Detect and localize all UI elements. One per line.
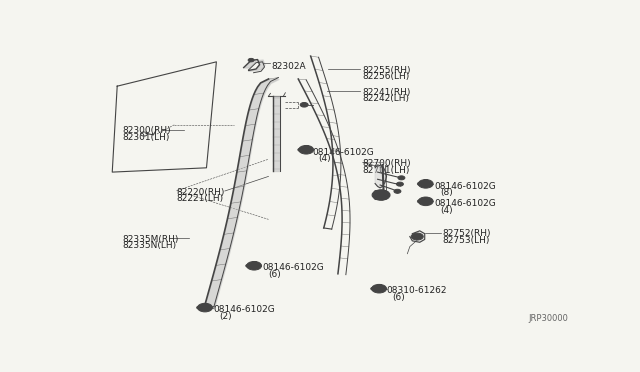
Text: (2): (2) xyxy=(219,312,232,321)
Circle shape xyxy=(398,176,405,180)
Text: 08310-61262: 08310-61262 xyxy=(387,286,447,295)
Text: 82221(LH): 82221(LH) xyxy=(177,194,224,203)
Circle shape xyxy=(394,189,401,193)
Circle shape xyxy=(248,58,254,62)
Text: 82302A: 82302A xyxy=(271,62,305,71)
Text: (8): (8) xyxy=(440,188,453,197)
Circle shape xyxy=(419,180,433,188)
Text: (6): (6) xyxy=(269,270,281,279)
Circle shape xyxy=(198,303,212,312)
Text: JRP30000: JRP30000 xyxy=(529,314,568,323)
Circle shape xyxy=(414,235,420,238)
Text: 08146-6102G: 08146-6102G xyxy=(434,199,496,208)
Polygon shape xyxy=(375,190,388,200)
Circle shape xyxy=(246,264,252,267)
Polygon shape xyxy=(375,165,387,188)
Text: 82300(RH): 82300(RH) xyxy=(122,126,171,135)
Text: 82256(LH): 82256(LH) xyxy=(363,73,410,81)
Circle shape xyxy=(371,287,376,291)
Circle shape xyxy=(419,197,433,206)
Circle shape xyxy=(376,192,386,198)
Text: (4): (4) xyxy=(440,206,452,215)
Polygon shape xyxy=(410,231,425,242)
Circle shape xyxy=(372,190,390,200)
Circle shape xyxy=(396,182,403,186)
Circle shape xyxy=(372,284,387,293)
Text: 82701(LH): 82701(LH) xyxy=(363,166,410,174)
Text: B: B xyxy=(422,179,429,188)
Circle shape xyxy=(417,182,423,186)
Text: 08146-6102G: 08146-6102G xyxy=(434,182,496,191)
Text: 08146-6102G: 08146-6102G xyxy=(312,148,374,157)
Text: S: S xyxy=(376,284,382,293)
Text: 82301(LH): 82301(LH) xyxy=(122,132,170,142)
Text: B: B xyxy=(251,261,257,270)
Circle shape xyxy=(300,103,308,107)
Circle shape xyxy=(412,233,423,240)
Circle shape xyxy=(417,200,423,203)
Text: B: B xyxy=(422,197,429,206)
Circle shape xyxy=(196,306,202,309)
Text: (4): (4) xyxy=(318,154,331,163)
Text: 08146-6102G: 08146-6102G xyxy=(213,305,275,314)
Text: (6): (6) xyxy=(392,293,405,302)
Text: B: B xyxy=(202,303,208,312)
Text: 82255(RH): 82255(RH) xyxy=(363,66,412,75)
Circle shape xyxy=(246,262,262,270)
Text: 82700(RH): 82700(RH) xyxy=(363,159,412,168)
Text: 82241(RH): 82241(RH) xyxy=(363,87,411,97)
Text: 82220(RH): 82220(RH) xyxy=(177,188,225,197)
Text: 82335M(RH): 82335M(RH) xyxy=(122,235,179,244)
Text: B: B xyxy=(303,145,309,154)
Text: 82752(RH): 82752(RH) xyxy=(442,230,491,238)
Circle shape xyxy=(299,145,314,154)
Text: 82242(LH): 82242(LH) xyxy=(363,94,410,103)
Text: 82753(LH): 82753(LH) xyxy=(442,236,490,245)
Text: 82335N(LH): 82335N(LH) xyxy=(122,241,176,250)
Circle shape xyxy=(298,148,304,151)
Text: 08146-6102G: 08146-6102G xyxy=(262,263,324,272)
